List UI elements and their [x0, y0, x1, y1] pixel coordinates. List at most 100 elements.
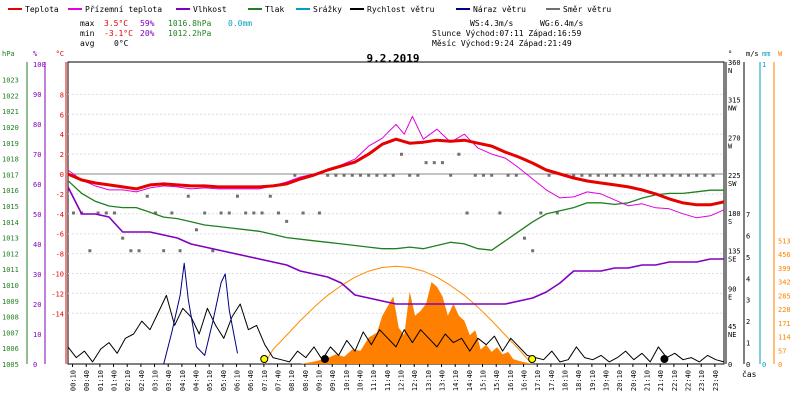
- x-tick-label: 02:40: [138, 370, 146, 391]
- axis-tick-label: N: [728, 67, 732, 75]
- axis-tick-label: 0: [60, 171, 64, 179]
- wind-direction-point: [276, 211, 280, 215]
- axis-tick-label: 80: [33, 121, 41, 129]
- stat-value: min: [80, 29, 95, 38]
- axis-tick-label: 1023: [2, 77, 19, 85]
- x-tick-label: 00:10: [70, 370, 78, 391]
- x-tick-label: 09:10: [316, 370, 324, 391]
- legend-entry: Rychlost větru: [350, 5, 435, 14]
- axis-tick-label: 30: [33, 271, 41, 279]
- wind-direction-point: [465, 211, 469, 215]
- legend-label: Tlak: [265, 5, 284, 14]
- wind-direction-point: [367, 173, 371, 177]
- legend-label: Náraz větru: [473, 5, 526, 14]
- wind-direction-point: [285, 219, 289, 223]
- legend-label: Vlhkost: [193, 5, 227, 14]
- axis-tick-label: 3: [746, 297, 750, 305]
- legend-label: Směr větru: [563, 5, 611, 14]
- wind-direction-point: [572, 173, 576, 177]
- series-line: [67, 137, 725, 207]
- wind-direction-point: [678, 173, 682, 177]
- x-tick-label: 22:10: [671, 370, 679, 391]
- axis-unit: W: [778, 50, 783, 58]
- axis-tick-label: 4: [746, 275, 750, 283]
- axis-tick-label: 1010: [2, 282, 19, 290]
- wind-direction-point: [194, 228, 198, 232]
- stat-value: 0.0mm: [228, 19, 252, 28]
- stat-value: 20%: [140, 29, 155, 38]
- x-tick-label: 22:40: [685, 370, 693, 391]
- axis-tick-label: 0: [778, 361, 782, 369]
- wind-direction-point: [301, 211, 305, 215]
- wind-direction-point: [711, 173, 715, 177]
- axis-tick-label: 1021: [2, 108, 19, 116]
- axis-tick-label: 1012: [2, 250, 19, 258]
- axis-tick-label: 360: [728, 59, 741, 67]
- wind-direction-point: [555, 211, 559, 215]
- axis-tick-label: 0: [33, 361, 37, 369]
- axis-tick-label: 1009: [2, 298, 19, 306]
- wind-direction-point: [383, 173, 387, 177]
- series-line: [163, 262, 238, 365]
- x-axis-label: čas: [742, 369, 757, 379]
- axis-tick-label: 1013: [2, 235, 19, 243]
- axis-tick-label: 399: [778, 265, 791, 273]
- axis-tick-label: E: [728, 293, 732, 301]
- axis-tick-label: 1015: [2, 203, 19, 211]
- x-tick-label: 03:10: [152, 370, 160, 391]
- x-tick-label: 01:10: [97, 370, 105, 391]
- x-tick-label: 05:40: [220, 370, 228, 391]
- axis-tick-label: 5: [746, 254, 750, 262]
- axis-tick-label: 1011: [2, 266, 19, 274]
- wind-direction-point: [703, 173, 707, 177]
- legend-entry: Náraz větru: [456, 5, 526, 14]
- wind-direction-point: [580, 173, 584, 177]
- x-tick-label: 06:10: [234, 370, 242, 391]
- x-tick-label: 16:40: [521, 370, 529, 391]
- axis-tick-label: 171: [778, 320, 791, 328]
- axis-unit: °C: [56, 50, 64, 58]
- x-tick-label: 18:10: [562, 370, 570, 391]
- wind-direction-point: [244, 211, 248, 215]
- axis-tick-label: 1008: [2, 314, 19, 322]
- wind-direction-point: [547, 173, 551, 177]
- wind-direction-point: [186, 194, 190, 198]
- x-tick-label: 13:40: [439, 370, 447, 391]
- axis-tick-label: 1018: [2, 156, 19, 164]
- wind-direction-point: [481, 173, 485, 177]
- x-tick-label: 06:40: [247, 370, 255, 391]
- wind-direction-point: [621, 173, 625, 177]
- x-tick-label: 14:10: [452, 370, 460, 391]
- x-tick-label: 02:10: [124, 370, 132, 391]
- wind-direction-point: [440, 161, 444, 165]
- axis-tick-label: NW: [728, 105, 737, 113]
- axis-tick-label: 1005: [2, 361, 19, 369]
- wind-direction-point: [137, 249, 141, 253]
- wind-direction-point: [399, 152, 403, 156]
- sun-times: Slunce Východ:07:11 Západ:16:59: [432, 29, 581, 38]
- wind-direction-point: [449, 173, 453, 177]
- x-tick-label: 18:40: [575, 370, 583, 391]
- legend-label: Přízemní teplota: [85, 5, 162, 14]
- axis-tick-label: 6: [746, 232, 750, 240]
- axis-tick-label: 100: [33, 61, 46, 69]
- series-line: [67, 180, 724, 251]
- x-tick-label: 15:40: [493, 370, 501, 391]
- axis-tick-label: 285: [778, 292, 791, 300]
- legend-label: Srážky: [313, 5, 342, 14]
- x-tick-label: 07:40: [275, 370, 283, 391]
- axis-tick-label: 90: [728, 285, 736, 293]
- wind-direction-point: [211, 249, 215, 253]
- x-tick-label: 11:40: [384, 370, 392, 391]
- wind-direction-point: [235, 194, 239, 198]
- axis-tick-label: 0: [762, 361, 766, 369]
- axis-tick-label: -2: [56, 191, 64, 199]
- x-tick-label: 17:10: [534, 370, 542, 391]
- axis-tick-label: 180: [728, 210, 741, 218]
- wind-direction-point: [104, 211, 108, 215]
- axis-tick-label: 270: [728, 134, 741, 142]
- x-tick-label: 16:10: [507, 370, 515, 391]
- series-line: [67, 115, 725, 219]
